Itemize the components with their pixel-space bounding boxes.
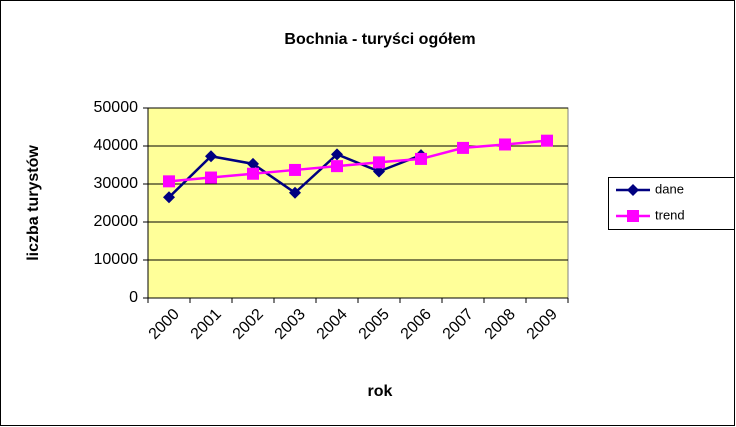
data-point xyxy=(331,148,343,161)
data-point xyxy=(373,156,385,169)
data-point xyxy=(163,175,175,188)
y-tick-label: 0 xyxy=(129,289,138,306)
data-point xyxy=(415,152,427,165)
series-line xyxy=(168,139,548,183)
data-point xyxy=(205,150,217,163)
legend-label: dane xyxy=(655,181,684,196)
data-point xyxy=(457,141,469,154)
y-tick-label: 30000 xyxy=(94,175,139,192)
data-point xyxy=(289,163,301,176)
y-tick-label: 50000 xyxy=(94,99,139,116)
data-point xyxy=(541,134,553,147)
legend-marker xyxy=(627,184,639,196)
data-point xyxy=(289,186,301,199)
data-point xyxy=(205,171,217,184)
legend-label: trend xyxy=(655,207,685,222)
data-point xyxy=(331,160,343,173)
legend-marker xyxy=(627,210,639,222)
data-point xyxy=(247,157,259,170)
data-point xyxy=(247,167,259,180)
chart-title: Bochnia - turyści ogółem xyxy=(284,31,475,48)
x-axis-title: rok xyxy=(368,383,393,400)
y-axis-title: liczba turystów xyxy=(25,145,42,261)
data-point xyxy=(163,191,175,204)
y-tick-label: 20000 xyxy=(94,213,139,230)
y-tick-label: 40000 xyxy=(94,137,139,154)
data-point xyxy=(373,165,385,178)
plot-background xyxy=(147,107,569,299)
y-tick-label: 10000 xyxy=(94,251,139,268)
data-point xyxy=(499,138,511,151)
